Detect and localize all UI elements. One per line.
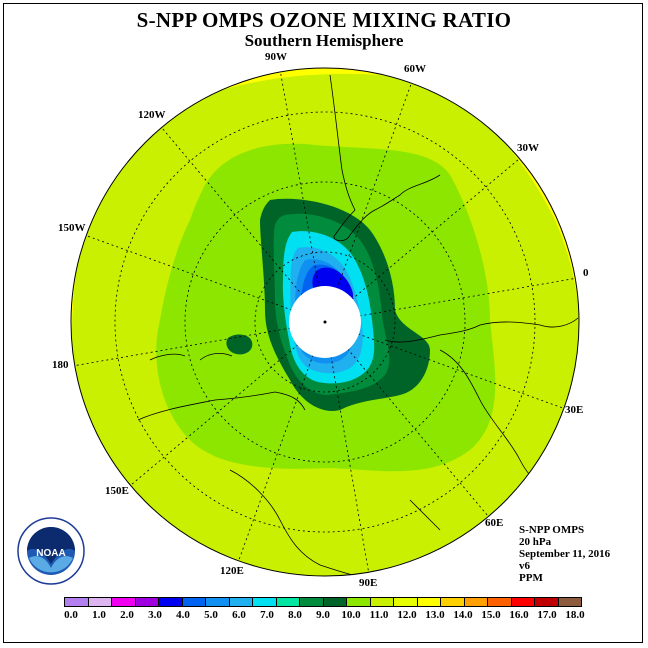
colorbar-tick-label: 7.0 xyxy=(260,609,274,621)
colorbar-tick-label: 1.0 xyxy=(92,609,106,621)
colorbar-tick-label: 4.0 xyxy=(176,609,190,621)
colorbar-swatch-17 xyxy=(464,598,488,606)
colorbar-swatch-19 xyxy=(511,598,535,606)
product-info: S-NPP OMPS 20 hPa September 11, 2016 v6 … xyxy=(519,524,610,584)
map-title: S-NPP OMPS OZONE MIXING RATIO xyxy=(136,8,512,32)
colorbar-swatch-20 xyxy=(535,598,559,606)
colorbar-swatch-2 xyxy=(112,598,136,606)
colorbar-swatch-4 xyxy=(159,598,183,606)
colorbar-tick-label: 2.0 xyxy=(120,609,134,621)
colorbar-swatch-16 xyxy=(441,598,465,606)
colorbar-swatch-21 xyxy=(558,598,581,606)
colorbar-tick-label: 12.0 xyxy=(397,609,417,621)
colorbar-tick-label: 17.0 xyxy=(537,609,557,621)
colorbar xyxy=(64,597,582,607)
lon-label-60w: 60W xyxy=(404,63,426,75)
lon-label-150e: 150E xyxy=(105,485,129,497)
lon-label-120e: 120E xyxy=(220,565,244,577)
lon-label-30e: 30E xyxy=(565,404,584,416)
lon-label-90e: 90E xyxy=(359,577,378,589)
lon-label-0: 0 xyxy=(583,267,589,279)
colorbar-swatch-7 xyxy=(229,598,253,606)
lon-label-150w: 150W xyxy=(58,222,86,234)
colorbar-tick-label: 11.0 xyxy=(369,609,389,621)
lon-label-90w: 90W xyxy=(265,51,287,63)
colorbar-tick-label: 3.0 xyxy=(148,609,162,621)
map-subtitle: Southern Hemisphere xyxy=(244,31,404,50)
colorbar-swatch-18 xyxy=(488,598,512,606)
colorbar-swatch-12 xyxy=(347,598,371,606)
colorbar-tick-label: 10.0 xyxy=(341,609,361,621)
colorbar-tick-label: 5.0 xyxy=(204,609,218,621)
plot-frame xyxy=(3,3,643,643)
observation-date: September 11, 2016 xyxy=(519,548,611,560)
lon-label-30w: 30W xyxy=(517,142,539,154)
colorbar-swatch-15 xyxy=(417,598,441,606)
colorbar-tick-label: 13.0 xyxy=(425,609,445,621)
colorbar-swatch-3 xyxy=(135,598,159,606)
colorbar-swatch-10 xyxy=(300,598,324,606)
lon-label-180: 180 xyxy=(52,359,69,371)
pressure-level: 20 hPa xyxy=(519,536,552,548)
colorbar-swatch-1 xyxy=(88,598,112,606)
colorbar-swatch-13 xyxy=(370,598,394,606)
lon-label-60e: 60E xyxy=(485,517,504,529)
colorbar-tick-label: 15.0 xyxy=(481,609,501,621)
graticule xyxy=(71,68,579,576)
colorbar-swatch-8 xyxy=(253,598,277,606)
colorbar-swatch-5 xyxy=(182,598,206,606)
product-version: v6 xyxy=(519,560,530,572)
south-pole-dot xyxy=(323,320,327,324)
instrument-name: S-NPP OMPS xyxy=(519,524,585,536)
colorbar-swatch-6 xyxy=(206,598,230,606)
colorbar-tick-label: 6.0 xyxy=(232,609,246,621)
colorbar-tick-label: 14.0 xyxy=(453,609,473,621)
colorbar-swatch-0 xyxy=(65,598,89,606)
colorbar-tick-label: 16.0 xyxy=(509,609,529,621)
colorbar-swatch-11 xyxy=(323,598,347,606)
map-boundary xyxy=(70,67,580,577)
colorbar-tick-label: 8.0 xyxy=(288,609,302,621)
ozone-island-10-11 xyxy=(226,334,253,355)
noaa-logo-icon: NOAA xyxy=(17,517,85,585)
noaa-logo-text: NOAA xyxy=(36,548,65,559)
lon-label-120w: 120W xyxy=(138,109,166,121)
colorbar-tick-label: 0.0 xyxy=(64,609,78,621)
colorbar-swatch-14 xyxy=(394,598,418,606)
colorbar-swatch-9 xyxy=(276,598,300,606)
units-label: PPM xyxy=(519,572,543,584)
colorbar-tick-label: 9.0 xyxy=(316,609,330,621)
colorbar-tick-label: 18.0 xyxy=(565,609,585,621)
